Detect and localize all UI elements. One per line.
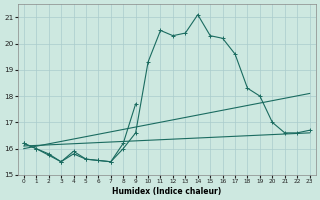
X-axis label: Humidex (Indice chaleur): Humidex (Indice chaleur) [112, 187, 221, 196]
